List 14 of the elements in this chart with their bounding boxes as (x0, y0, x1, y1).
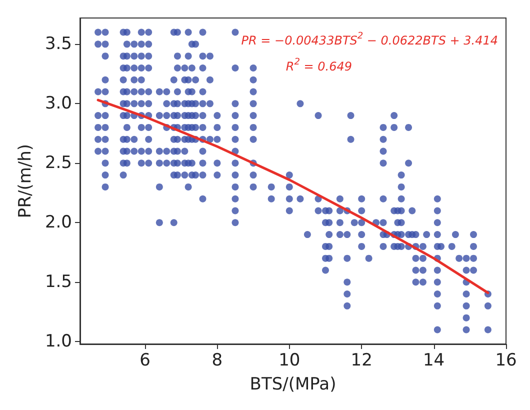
x-tick-label: 16 (495, 350, 517, 370)
y-tick-label: 2.0 (44, 212, 72, 233)
y-tick-label: 3.5 (44, 34, 72, 54)
x-tick-label: 6 (140, 350, 150, 370)
y-tick-label: 1.0 (44, 332, 72, 352)
y-axis-title: PR/(m/h) (16, 144, 36, 218)
x-tick-label: 12 (350, 350, 372, 370)
y-tick-label: 1.5 (44, 272, 72, 292)
x-tick-label: 8 (212, 350, 223, 370)
x-tick-label: 14 (422, 350, 445, 370)
y-tick-label: 2.5 (44, 153, 72, 174)
x-tick-label: 10 (278, 350, 300, 370)
x-axis-title: BTS/(MPa) (250, 374, 336, 394)
y-tick-label: 3.0 (44, 94, 72, 114)
